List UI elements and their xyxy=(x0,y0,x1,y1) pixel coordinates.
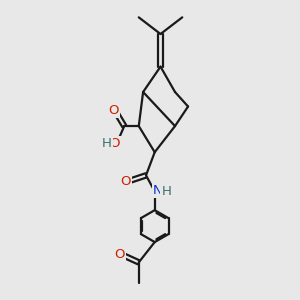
Text: O: O xyxy=(115,248,125,261)
Text: H: H xyxy=(161,185,171,198)
Text: O: O xyxy=(121,175,131,188)
Text: H: H xyxy=(102,137,112,150)
Text: O: O xyxy=(110,137,120,150)
Text: N: N xyxy=(153,184,163,197)
Text: O: O xyxy=(108,104,119,117)
